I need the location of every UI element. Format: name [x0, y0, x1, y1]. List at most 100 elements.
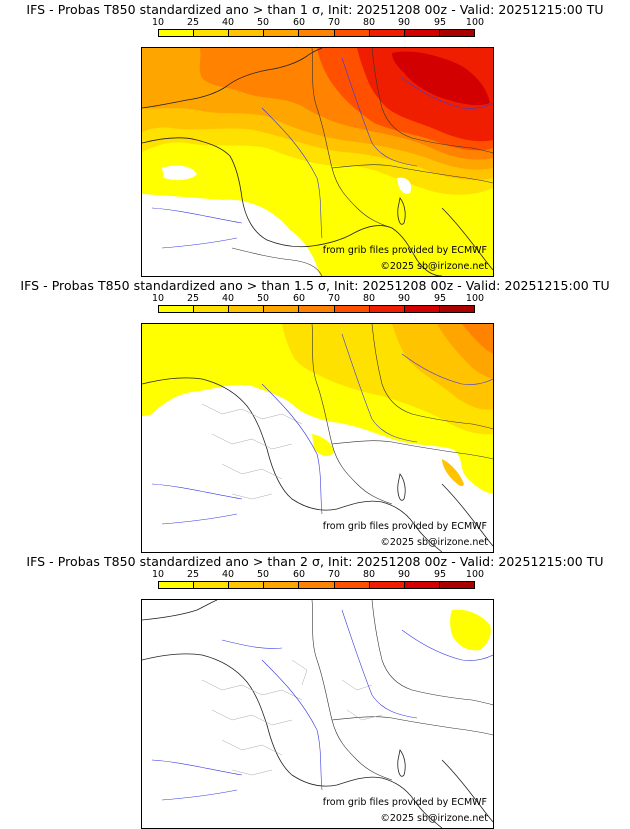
colorbar-swatch [159, 582, 195, 588]
river [341, 57, 418, 167]
coastline [397, 197, 406, 225]
colorbar-swatch [194, 30, 230, 36]
region-border [201, 659, 383, 776]
copyright-credit: ©2025 sb@irizone.net [380, 537, 488, 548]
coastline [142, 653, 443, 828]
map-panel-1: IFS - Probas T850 standardized ano > tha… [0, 0, 630, 277]
country-border [331, 716, 493, 736]
river [161, 789, 238, 801]
coastline [397, 473, 406, 501]
colorbar-tick: 60 [292, 17, 306, 28]
river [401, 629, 493, 661]
colorbar-tick: 80 [362, 293, 376, 304]
colorbar-tick: 70 [327, 17, 341, 28]
map-graphic [142, 48, 493, 276]
country-border [331, 440, 493, 460]
colorbar-tick: 100 [465, 293, 485, 304]
colorbar-swatch [369, 582, 405, 588]
river [261, 383, 323, 515]
colorbar-swatch [334, 306, 370, 312]
prob-area-60 [462, 324, 493, 354]
colorbar-swatch [194, 306, 230, 312]
colorbar-swatch [334, 582, 370, 588]
coastline [142, 48, 323, 109]
colorbar-tick: 25 [186, 293, 200, 304]
map-panel-2: IFS - Probas T850 standardized ano > tha… [0, 276, 630, 553]
colorbar-tick-labels: 10 25 40 50 60 70 80 90 95 100 [152, 17, 484, 29]
colorbar-swatch [229, 582, 265, 588]
colorbar-tick: 95 [433, 17, 447, 28]
copyright-credit: ©2025 sb@irizone.net [380, 813, 488, 824]
country-border [371, 48, 493, 154]
colorbar [158, 29, 475, 37]
colorbar-swatch [264, 582, 300, 588]
prob-hole [162, 165, 197, 181]
colorbar-tick: 100 [465, 569, 485, 580]
colorbar [158, 581, 475, 589]
map-panel-3: IFS - Probas T850 standardized ano > tha… [0, 552, 630, 829]
colorbar-tick: 70 [327, 293, 341, 304]
coastline [441, 207, 493, 271]
colorbar-swatch [369, 306, 405, 312]
colorbar-tick-labels: 10 25 40 50 60 70 80 90 95 100 [152, 569, 484, 581]
map-graphic [142, 600, 493, 828]
river [261, 107, 323, 239]
colorbar-tick: 50 [256, 293, 270, 304]
river [341, 333, 418, 443]
prob-area-10b [462, 444, 493, 494]
coastline [397, 749, 406, 777]
river [261, 659, 323, 791]
data-source-credit: from grib files provided by ECMWF [322, 245, 487, 256]
colorbar-tick: 10 [151, 17, 165, 28]
colorbar-tick: 40 [221, 569, 235, 580]
coastline [142, 377, 443, 552]
probability-map: from grib files provided by ECMWF ©2025 … [141, 47, 494, 277]
river [161, 237, 238, 249]
colorbar-swatch [369, 30, 405, 36]
colorbar-tick: 80 [362, 17, 376, 28]
colorbar-tick: 60 [292, 569, 306, 580]
country-border [331, 164, 493, 184]
colorbar-swatch [194, 582, 230, 588]
river [151, 483, 243, 500]
colorbar-swatch [229, 306, 265, 312]
probability-map: from grib files provided by ECMWF ©2025 … [141, 599, 494, 829]
colorbar [158, 305, 475, 313]
colorbar-tick: 40 [221, 293, 235, 304]
colorbar-swatch [439, 306, 474, 312]
colorbar-swatch [334, 30, 370, 36]
region-border [201, 403, 303, 500]
river [401, 77, 493, 109]
prob-area-10 [450, 609, 491, 651]
copyright-credit: ©2025 sb@irizone.net [380, 261, 488, 272]
coastline [441, 759, 493, 823]
colorbar-swatch [299, 582, 335, 588]
colorbar-tick: 70 [327, 569, 341, 580]
colorbar-tick: 25 [186, 17, 200, 28]
river [401, 353, 493, 385]
colorbar-tick: 100 [465, 17, 485, 28]
colorbar-swatch [264, 306, 300, 312]
colorbar-swatch [264, 30, 300, 36]
colorbar-swatch [159, 30, 195, 36]
coastline [441, 483, 493, 547]
river [151, 759, 243, 776]
country-border [371, 324, 493, 430]
panel-title: IFS - Probas T850 standardized ano > tha… [20, 278, 610, 293]
colorbar-tick: 95 [433, 569, 447, 580]
colorbar-tick: 25 [186, 569, 200, 580]
map-graphic [142, 324, 493, 552]
colorbar-swatch [404, 582, 440, 588]
panel-title: IFS - Probas T850 standardized ano > tha… [26, 554, 604, 569]
river [161, 513, 238, 525]
prob-area-sw [312, 434, 334, 456]
colorbar-tick: 10 [151, 293, 165, 304]
prob-hole [397, 177, 412, 194]
probability-map: from grib files provided by ECMWF ©2025 … [141, 323, 494, 553]
river [341, 609, 418, 719]
colorbar-tick: 10 [151, 569, 165, 580]
colorbar-tick: 50 [256, 569, 270, 580]
country-border [231, 247, 323, 276]
colorbar-swatch [229, 30, 265, 36]
colorbar-tick: 60 [292, 293, 306, 304]
